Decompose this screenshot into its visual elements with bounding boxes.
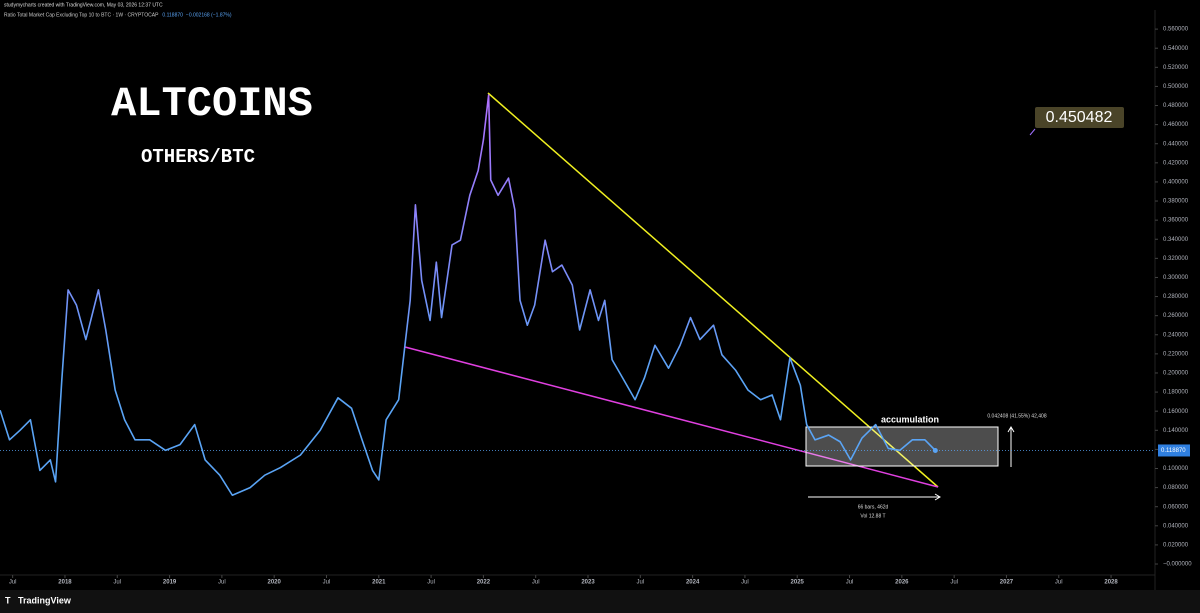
- x-tick-label: 2018: [58, 580, 72, 586]
- last-point: [932, 447, 938, 453]
- x-tick-label: Jul: [636, 580, 644, 586]
- x-tick-label: 2022: [477, 580, 491, 586]
- x-tick-label: Jul: [427, 580, 435, 586]
- last-value: 0.118870: [162, 12, 183, 18]
- x-tick-label: Jul: [1055, 580, 1063, 586]
- price-line: [0, 94, 936, 497]
- arrow-head: [934, 493, 941, 501]
- x-tick-label: Jul: [532, 580, 540, 586]
- y-tick-label: 0.220000: [1163, 351, 1189, 357]
- y-tick-label: 0.440000: [1163, 141, 1189, 147]
- y-tick-label: 0.100000: [1163, 466, 1189, 472]
- header: studymycharts created with TradingView.c…: [4, 2, 163, 8]
- y-tick-label: 0.500000: [1163, 84, 1189, 90]
- y-tick-label: 0.160000: [1163, 409, 1189, 415]
- price-tag: [1158, 444, 1190, 457]
- price-tag-label: 0.118870: [1161, 448, 1186, 454]
- box-label: accumulation: [881, 414, 939, 424]
- y-tick-label: 0.080000: [1163, 485, 1189, 491]
- y-tick-label: 0.200000: [1163, 371, 1189, 377]
- logo-mark: T: [5, 595, 11, 605]
- x-tick-label: Jul: [323, 580, 331, 586]
- y-tick-label: 0.460000: [1163, 122, 1189, 128]
- y-tick-label: 0.280000: [1163, 294, 1189, 300]
- x-tick-label: 2025: [791, 580, 805, 586]
- change: −0.002168 (−1.87%): [186, 12, 232, 18]
- x-tick-label: 2021: [372, 580, 386, 586]
- accumulation-box: [805, 426, 999, 467]
- x-tick-label: Jul: [950, 580, 958, 586]
- y-tick-label: 0.140000: [1163, 428, 1189, 434]
- trend-line-lower: [404, 346, 939, 488]
- y-tick-label: 0.480000: [1163, 103, 1189, 109]
- range-bars: 66 bars, 462d: [858, 504, 889, 510]
- x-tick-label: 2027: [1000, 580, 1014, 586]
- y-tick-label: 0.040000: [1163, 523, 1189, 529]
- trend-line-upper: [487, 92, 939, 488]
- y-tick-label: 0.260000: [1163, 313, 1189, 319]
- x-tick-label: Jul: [846, 580, 854, 586]
- x-tick-label: Jul: [218, 580, 226, 586]
- y-tick-label: 0.400000: [1163, 180, 1189, 186]
- footer: [0, 590, 1200, 613]
- badge: 0.450482: [1046, 109, 1113, 126]
- y-tick-label: 0.520000: [1163, 65, 1189, 71]
- x-tick-label: 2023: [581, 580, 595, 586]
- y-tick-label: 0.300000: [1163, 275, 1189, 281]
- logo: TradingView: [18, 595, 72, 605]
- y-tick-label: 0.020000: [1163, 542, 1189, 548]
- y-tick-label: 0.360000: [1163, 218, 1189, 224]
- y-tick-label: 0.180000: [1163, 390, 1189, 396]
- badge-bg: [1035, 107, 1124, 128]
- x-tick-label: Jul: [741, 580, 749, 586]
- y-tick-label: 0.060000: [1163, 504, 1189, 510]
- series-name: Ratio Total Market Cap Excluding Top 10 …: [4, 12, 159, 18]
- x-tick-label: 2026: [895, 580, 909, 586]
- x-tick-label: 2024: [686, 580, 700, 586]
- range-vol: Vol 12.88 T: [860, 513, 885, 519]
- x-tick-label: 2019: [163, 580, 177, 586]
- badge-pointer: [1029, 128, 1036, 136]
- subtitle: OTHERS/BTC: [141, 146, 255, 168]
- x-tick-label: 2020: [268, 580, 282, 586]
- title: ALTCOINS: [111, 80, 313, 128]
- y-tick-label: 0.240000: [1163, 332, 1189, 338]
- y-tick-label: 0.320000: [1163, 256, 1189, 262]
- x-tick-label: Jul: [9, 580, 17, 586]
- y-tick-label: 0.420000: [1163, 160, 1189, 166]
- x-tick-label: Jul: [113, 580, 121, 586]
- x-tick-label: 2028: [1104, 580, 1118, 586]
- y-tick-label: 0.540000: [1163, 46, 1189, 52]
- y-tick-label: −0.000000: [1163, 562, 1192, 568]
- y-tick-label: 0.340000: [1163, 237, 1189, 243]
- plot: [0, 92, 999, 497]
- y-tick-label: 0.560000: [1163, 27, 1189, 33]
- y-tick-label: 0.380000: [1163, 199, 1189, 205]
- measure-label: 0.042408 (41.55%) 42,408: [987, 413, 1046, 419]
- arrow-head: [1007, 426, 1015, 433]
